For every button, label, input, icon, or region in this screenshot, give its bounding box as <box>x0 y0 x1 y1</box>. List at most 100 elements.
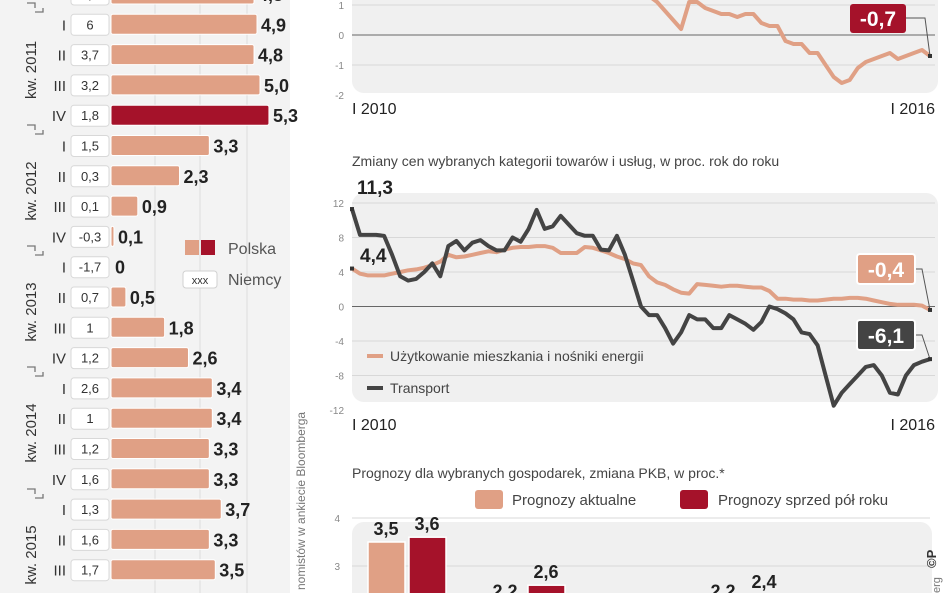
legend-box-niemcy <box>182 270 218 289</box>
series-line-0 <box>651 0 932 85</box>
end-value-label: -0,7 <box>860 8 896 31</box>
forecast-value-label: 2,6 <box>533 562 558 582</box>
y-tick-label: -8 <box>335 372 344 383</box>
x-tick-label-start: I 2010 <box>352 417 397 434</box>
poland-bar <box>110 407 213 429</box>
poland-bar <box>110 559 216 581</box>
poland-bar <box>110 44 255 66</box>
poland-value-label: 0 <box>115 258 125 278</box>
poland-value-label: 3,3 <box>213 137 238 157</box>
quarter-label: IV <box>52 351 66 368</box>
plot-background <box>352 0 938 93</box>
plot-background <box>352 522 932 598</box>
germany-value-box <box>70 528 110 551</box>
poland-value-label: 5,3 <box>273 106 298 126</box>
germany-value-box <box>70 13 110 36</box>
bar-row: IV -0,3 0,1 <box>52 225 143 248</box>
germany-value: 1,7 <box>81 563 99 578</box>
poland-value-label: 5,0 <box>264 76 289 96</box>
poland-bar <box>110 438 210 459</box>
y-tick-label: 4 <box>334 514 340 525</box>
poland-value-label: 0,9 <box>142 197 167 217</box>
legend-swatch-current <box>475 490 503 509</box>
poland-bar <box>110 195 139 217</box>
germany-value-box <box>70 438 110 460</box>
legend-label-polska: Polska <box>228 241 276 258</box>
poland-bar <box>110 377 213 399</box>
y-tick-label: 3 <box>334 562 340 573</box>
legend-swatch-pale <box>185 240 199 255</box>
publisher-logo-icon: ©P <box>924 549 939 568</box>
source-note: erg <box>931 577 943 593</box>
bar-row: II 0,7 0,5 <box>58 286 155 309</box>
germany-value-box <box>70 407 110 430</box>
gdp-forecast-bar-chart: Prognozy dla wybranych gospodarek, zmian… <box>334 465 943 598</box>
germany-value-box <box>70 104 110 127</box>
germany-value-box <box>70 286 110 309</box>
poland-bar <box>110 225 115 247</box>
quarter-label: II <box>58 532 66 549</box>
y-tick-label: -12 <box>330 406 345 417</box>
cpi-line-chart: 1 0 -1 -2 I 2010 I 2016 -0,7 <box>335 0 938 118</box>
bar-row: IV 1,2 2,6 <box>52 347 218 370</box>
plot-background <box>352 193 938 402</box>
bar-row: I 1,5 3,3 <box>62 135 238 157</box>
bar-row: I 2,6 3,4 <box>62 377 241 400</box>
year-bracket <box>27 124 44 135</box>
chart-title: Prognozy dla wybranych gospodarek, zmian… <box>352 465 725 481</box>
poland-bar <box>110 135 210 156</box>
quarter-label: III <box>53 442 66 459</box>
quarter-label: I <box>62 381 66 398</box>
forecast-value-label: 3,6 <box>414 514 439 534</box>
year-bracket <box>27 2 44 13</box>
end-label-leader <box>915 334 931 360</box>
poland-value-label: 3,7 <box>225 500 250 520</box>
x-tick-label-start: I 2010 <box>352 101 397 118</box>
legend-swatch-previous <box>680 490 708 509</box>
germany-value: 3,2 <box>81 78 99 93</box>
end-point-marker <box>928 54 932 58</box>
year-bracket <box>27 245 44 256</box>
price-categories-line-chart: 12 8 4 0 -4 -8 -12 I 2010 I 2016 11,3 4,4 -0,4 -6,1 U… <box>330 178 938 434</box>
quarter-label: I <box>62 139 66 156</box>
y-tick-label: 4 <box>338 268 344 279</box>
germany-value-box <box>70 74 110 97</box>
quarter-label: I <box>62 17 66 34</box>
germany-value: 0,1 <box>81 199 99 214</box>
bar-row: II 0,3 2,3 <box>58 165 209 188</box>
poland-bar <box>110 286 127 308</box>
poland-bar <box>110 165 181 187</box>
poland-value-label: 1,8 <box>169 318 194 338</box>
quarter-label: II <box>58 169 66 186</box>
quarter-label: IV <box>52 229 66 246</box>
poland-value-label: 3,3 <box>213 440 238 460</box>
start-value-label-transport: 11,3 <box>357 178 393 199</box>
poland-bar <box>110 468 210 490</box>
germany-value: 3,7 <box>81 48 99 63</box>
quarter-label: I <box>62 260 66 277</box>
end-point-marker <box>928 307 932 312</box>
bar-row: I 1,3 3,7 <box>62 498 250 521</box>
germany-value-box <box>70 0 110 6</box>
quarter-label: III <box>53 563 66 580</box>
end-label-leader <box>915 268 931 311</box>
legend-label-niemcy: Niemcy <box>228 272 281 289</box>
germany-value: 1,5 <box>81 139 99 154</box>
x-tick-label-end: I 2016 <box>891 101 936 118</box>
y-tick-label: 0 <box>338 31 344 42</box>
bar-row: II 1 3,4 <box>58 407 241 430</box>
forecast-value-label: 3,5 <box>373 519 398 539</box>
germany-value-box <box>70 195 110 218</box>
poland-bar <box>110 13 258 35</box>
germany-value-box <box>70 256 110 279</box>
poland-bar <box>110 498 222 520</box>
legend-swatch-dark <box>201 240 215 255</box>
germany-value-box <box>70 135 110 157</box>
quarter-label: IV <box>52 472 66 489</box>
bar-row: III 1,2 3,3 <box>53 438 238 460</box>
poland-bar <box>110 347 189 369</box>
legend-label-housing: Użytkowanie mieszkania i nośniki energii <box>390 348 644 364</box>
year-group-label: kw. 2013 <box>23 282 40 341</box>
quarter-label: III <box>53 320 66 337</box>
